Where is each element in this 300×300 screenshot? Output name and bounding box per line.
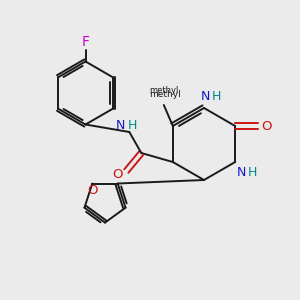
Text: N: N bbox=[116, 119, 126, 132]
Text: methyl: methyl bbox=[149, 86, 178, 95]
Text: H: H bbox=[212, 90, 221, 103]
Text: O: O bbox=[87, 184, 98, 196]
Text: O: O bbox=[113, 167, 123, 181]
Text: O: O bbox=[261, 119, 272, 133]
Text: N: N bbox=[201, 90, 210, 103]
Text: methyl: methyl bbox=[149, 90, 181, 99]
Text: H: H bbox=[128, 119, 138, 132]
Text: H: H bbox=[248, 166, 257, 179]
Text: F: F bbox=[82, 35, 89, 49]
Text: N: N bbox=[236, 166, 246, 179]
